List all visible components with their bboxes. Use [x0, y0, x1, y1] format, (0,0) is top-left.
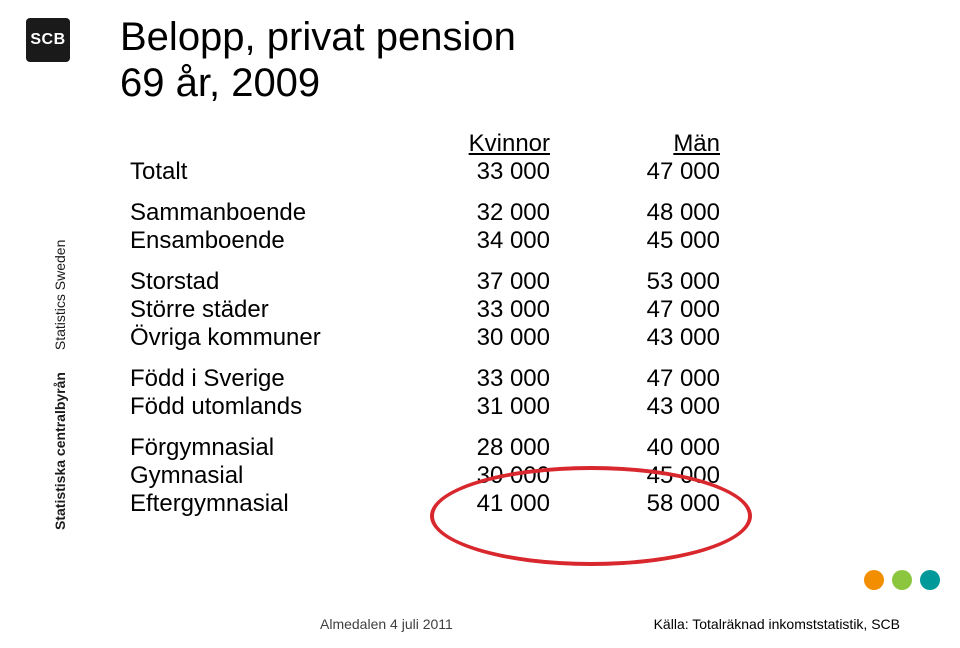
row-label: Större städer — [130, 296, 390, 324]
table-row: Förgymnasial28 00040 000 — [130, 434, 720, 462]
agency-name-sv: Statistiska centralbyrån — [52, 372, 68, 530]
row-man: 45 000 — [560, 462, 720, 490]
row-gap — [130, 420, 720, 434]
header-man: Män — [560, 130, 720, 158]
table-row: Född i Sverige33 00047 000 — [130, 365, 720, 393]
row-kvinnor: 30 000 — [390, 462, 560, 490]
row-kvinnor: 32 000 — [390, 199, 560, 227]
footer-left: Almedalen 4 juli 2011 — [320, 616, 453, 632]
table-row: Gymnasial30 00045 000 — [130, 462, 720, 490]
row-label: Född utomlands — [130, 393, 390, 421]
row-man: 47 000 — [560, 296, 720, 324]
table-row: Ensamboende34 00045 000 — [130, 227, 720, 255]
row-kvinnor: 41 000 — [390, 490, 560, 518]
row-man: 43 000 — [560, 324, 720, 352]
table-row: Övriga kommuner30 00043 000 — [130, 324, 720, 352]
row-man: 45 000 — [560, 227, 720, 255]
row-kvinnor: 37 000 — [390, 268, 560, 296]
row-man: 40 000 — [560, 434, 720, 462]
row-kvinnor: 30 000 — [390, 324, 560, 352]
header-kvinnor: Kvinnor — [390, 130, 560, 158]
brand-dot — [864, 570, 884, 590]
row-gap — [130, 185, 720, 199]
row-kvinnor: 34 000 — [390, 227, 560, 255]
row-label: Eftergymnasial — [130, 490, 390, 518]
row-kvinnor: 33 000 — [390, 365, 560, 393]
row-man: 58 000 — [560, 490, 720, 518]
brand-dots — [864, 570, 940, 590]
data-table: Kvinnor Män Totalt33 00047 000Sammanboen… — [130, 130, 720, 517]
table-row: Sammanboende32 00048 000 — [130, 199, 720, 227]
row-label: Storstad — [130, 268, 390, 296]
row-man: 43 000 — [560, 393, 720, 421]
table-row: Född utomlands31 00043 000 — [130, 393, 720, 421]
table-row: Totalt33 00047 000 — [130, 158, 720, 186]
row-kvinnor: 28 000 — [390, 434, 560, 462]
row-label: Sammanboende — [130, 199, 390, 227]
footer-right: Källa: Totalräknad inkomststatistik, SCB — [654, 616, 900, 632]
row-label: Född i Sverige — [130, 365, 390, 393]
row-label: Ensamboende — [130, 227, 390, 255]
row-label: Gymnasial — [130, 462, 390, 490]
row-kvinnor: 31 000 — [390, 393, 560, 421]
row-label: Totalt — [130, 158, 390, 186]
row-man: 53 000 — [560, 268, 720, 296]
agency-name-en: Statistics Sweden — [52, 240, 68, 351]
row-man: 48 000 — [560, 199, 720, 227]
table-row: Eftergymnasial41 00058 000 — [130, 490, 720, 518]
row-man: 47 000 — [560, 158, 720, 186]
row-gap — [130, 254, 720, 268]
row-gap — [130, 351, 720, 365]
row-label: Förgymnasial — [130, 434, 390, 462]
table-row: Större städer33 00047 000 — [130, 296, 720, 324]
table-header: Kvinnor Män — [130, 130, 720, 158]
row-label: Övriga kommuner — [130, 324, 390, 352]
agency-name-vertical: Statistiska centralbyrån Statistics Swed… — [52, 240, 68, 530]
brand-dot — [920, 570, 940, 590]
title-line-2: 69 år, 2009 — [120, 60, 516, 106]
row-kvinnor: 33 000 — [390, 296, 560, 324]
brand-dot — [892, 570, 912, 590]
slide: SCB Statistiska centralbyrån Statistics … — [0, 0, 960, 648]
row-man: 47 000 — [560, 365, 720, 393]
scb-logo: SCB — [26, 18, 70, 62]
table-row: Storstad37 00053 000 — [130, 268, 720, 296]
row-kvinnor: 33 000 — [390, 158, 560, 186]
title-line-1: Belopp, privat pension — [120, 14, 516, 60]
slide-title: Belopp, privat pension 69 år, 2009 — [120, 14, 516, 106]
